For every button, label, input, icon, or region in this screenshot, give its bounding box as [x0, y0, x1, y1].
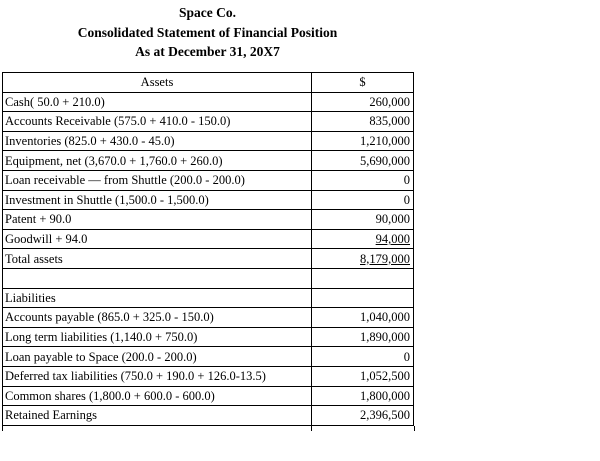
row-value-cell: 94,000 — [311, 228, 414, 250]
statement-date: As at December 31, 20X7 — [135, 44, 280, 59]
row-value-cell: 260,000 — [311, 91, 414, 113]
table-row: Cash( 50.0 + 210.0) 260,000 — [2, 91, 414, 113]
row-value-cell: 2,396,500 — [311, 405, 414, 426]
row-label-cell: Accounts payable (865.0 + 325.0 - 150.0) — [2, 307, 312, 328]
row-value-cell: 0 — [311, 169, 414, 191]
row-label-cell: Retained Earnings — [2, 405, 312, 426]
table-row: Deferred tax liabilities (750.0 + 190.0 … — [2, 365, 414, 387]
table-row: Common shares (1,800.0 + 600.0 - 600.0) … — [2, 385, 414, 407]
row-label-cell: Common shares (1,800.0 + 600.0 - 600.0) — [2, 385, 312, 407]
row-label-cell — [2, 267, 312, 289]
row-label-cell: Loan receivable — from Shuttle (200.0 - … — [2, 169, 312, 191]
row-label-cell: Liabilities — [2, 287, 312, 309]
row-label-cell: Long term liabilities (1,140.0 + 750.0) — [2, 326, 312, 348]
statement-title-block: Space Co. Consolidated Statement of Fina… — [2, 3, 413, 62]
statement-title: Consolidated Statement of Financial Posi… — [77, 24, 338, 40]
table-row: Investment in Shuttle (1,500.0 - 1,500.0… — [2, 189, 414, 211]
row-value-cell: 835,000 — [311, 111, 414, 132]
row-value-cell: 90,000 — [311, 209, 414, 230]
table-row: Patent + 90.0 90,000 — [2, 209, 414, 230]
row-label-cell: Equipment, net (3,670.0 + 1,760.0 + 260.… — [2, 150, 312, 171]
row-label-cell: Cash( 50.0 + 210.0) — [2, 91, 312, 113]
row-value-cell: 1,800,000 — [311, 385, 414, 407]
table-row: Long term liabilities (1,140.0 + 750.0) … — [2, 326, 414, 348]
table-bottom-border-stub — [2, 426, 415, 431]
row-value-cell — [311, 267, 414, 289]
row-value-cell: 5,690,000 — [311, 150, 414, 171]
table-row: Loan receivable — from Shuttle (200.0 - … — [2, 169, 414, 191]
row-label-cell: Inventories (825.0 + 430.0 - 45.0) — [2, 130, 312, 152]
table-row: Loan payable to Space (200.0 - 200.0) 0 — [2, 346, 414, 367]
table-row: Goodwill + 94.0 94,000 — [2, 228, 414, 250]
row-value-cell: 8,179,000 — [311, 248, 414, 269]
row-value-cell: 0 — [311, 189, 414, 211]
table-row: Accounts payable (865.0 + 325.0 - 150.0)… — [2, 307, 414, 328]
row-value-cell: 1,052,500 — [311, 365, 414, 387]
row-label-cell: Patent + 90.0 — [2, 209, 312, 230]
row-label-cell: Investment in Shuttle (1,500.0 - 1,500.0… — [2, 189, 312, 211]
table-row: Accounts Receivable (575.0 + 410.0 - 150… — [2, 111, 414, 132]
table-header-row: Assets $ — [2, 72, 414, 93]
table-row-liabilities-header: Liabilities — [2, 287, 414, 309]
row-label-cell: Total assets — [2, 248, 312, 269]
row-label-cell: Accounts Receivable (575.0 + 410.0 - 150… — [2, 111, 312, 132]
column-divider-stub — [311, 426, 312, 431]
table-row-total-assets: Total assets 8,179,000 — [2, 248, 414, 269]
row-value-cell: 1,210,000 — [311, 130, 414, 152]
row-value-cell: 1,890,000 — [311, 326, 414, 348]
row-value-cell: 0 — [311, 346, 414, 367]
amount-header-cell: $ — [311, 72, 414, 93]
assets-header-cell: Assets — [2, 72, 312, 93]
row-label-cell: Goodwill + 94.0 — [2, 228, 312, 250]
row-label-cell: Loan payable to Space (200.0 - 200.0) — [2, 346, 312, 367]
company-name: Space Co. — [179, 5, 236, 20]
financial-position-table: Assets $ Cash( 50.0 + 210.0) 260,000 Acc… — [2, 72, 414, 426]
table-row: Inventories (825.0 + 430.0 - 45.0) 1,210… — [2, 130, 414, 152]
row-label-cell: Deferred tax liabilities (750.0 + 190.0 … — [2, 365, 312, 387]
table-row: Equipment, net (3,670.0 + 1,760.0 + 260.… — [2, 150, 414, 171]
row-value-cell: 1,040,000 — [311, 307, 414, 328]
table-row: Retained Earnings 2,396,500 — [2, 405, 414, 426]
row-value-cell — [311, 287, 414, 309]
table-row-spacer — [2, 267, 414, 289]
